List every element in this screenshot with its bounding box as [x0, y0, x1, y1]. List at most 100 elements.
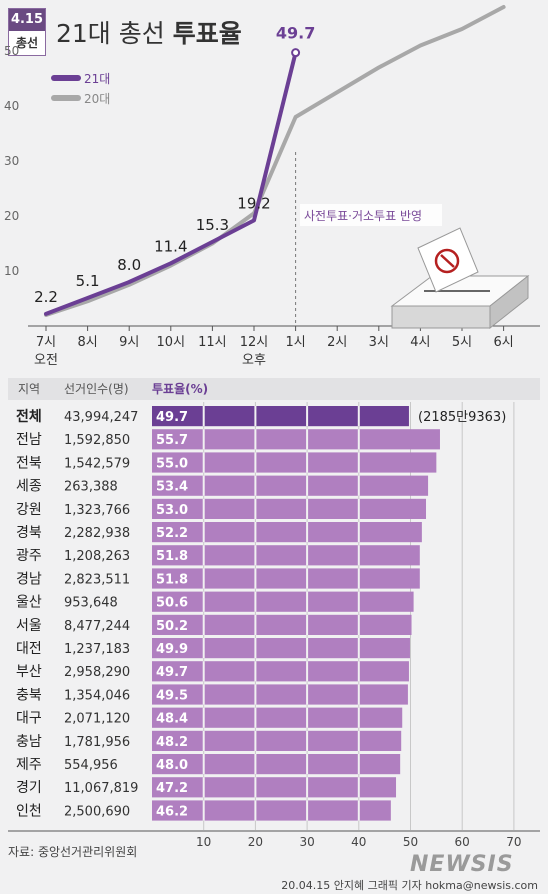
- voters-value: 2,071,120: [64, 712, 130, 727]
- region-label: 서울: [16, 618, 42, 634]
- rate-label: 51.8: [156, 549, 188, 564]
- region-label: 강원: [16, 502, 42, 518]
- voters-value: 1,323,766: [64, 503, 130, 518]
- bar: [152, 777, 397, 798]
- col-header-region: 지역: [18, 382, 40, 396]
- y-tick-label: 50: [4, 44, 19, 58]
- rate-label: 51.8: [156, 572, 188, 587]
- bar: [152, 568, 420, 589]
- bar: [152, 452, 437, 473]
- y-tick-label: 10: [4, 264, 19, 278]
- x-tick-label: 12시: [240, 335, 269, 350]
- region-label: 충북: [16, 687, 42, 703]
- x-tick-label: 11시: [198, 335, 227, 350]
- col-header-voters: 선거인수(명): [64, 382, 129, 396]
- voters-value: 1,208,263: [64, 549, 130, 564]
- bar: [152, 591, 414, 612]
- stamp-icon: [434, 248, 460, 274]
- data-label: 8.0: [117, 256, 141, 274]
- voters-value: 2,282,938: [64, 526, 130, 541]
- y-tick-label: 30: [4, 154, 19, 168]
- rate-label: 49.9: [156, 642, 188, 657]
- rate-label: 48.2: [156, 735, 188, 750]
- voters-value: 1,592,850: [64, 433, 130, 448]
- data-label: 11.4: [154, 237, 187, 255]
- annotation-bg: [300, 204, 442, 226]
- total-votes-note: (2185만9363): [418, 410, 506, 425]
- region-label: 충남: [16, 734, 42, 750]
- data-label: 5.1: [76, 272, 100, 290]
- rate-label: 46.2: [156, 804, 188, 819]
- voters-value: 953,648: [64, 596, 118, 611]
- annotation-text: 사전투표·거소투표 반영: [304, 209, 422, 223]
- bar: [152, 684, 408, 705]
- bar: [152, 429, 440, 450]
- series-21-end-point: [291, 48, 301, 58]
- rate-label: 49.7: [156, 665, 188, 680]
- region-label: 대전: [16, 641, 42, 657]
- credit-note: 20.04.15 안지혜 그래픽 기자 hokma@newsis.com: [281, 879, 538, 892]
- bar: [152, 545, 420, 566]
- bar: [152, 475, 429, 496]
- region-label: 제주: [16, 757, 42, 773]
- rate-label: 55.0: [156, 456, 188, 471]
- voters-value: 1,237,183: [64, 642, 130, 657]
- x-tick-label: 8시: [77, 335, 97, 350]
- y-tick-label: 20: [4, 209, 19, 223]
- bar: [152, 638, 410, 659]
- bar: [152, 614, 412, 635]
- region-label: 대구: [16, 711, 42, 727]
- rate-label: 52.2: [156, 526, 188, 541]
- x-tick-label: 60: [455, 835, 470, 849]
- bar: [152, 754, 401, 775]
- x-tick-label: 50: [403, 835, 418, 849]
- title-part-a: 21대 총선: [56, 19, 173, 48]
- rate-label: 50.6: [156, 596, 188, 611]
- voters-value: 263,388: [64, 480, 118, 495]
- region-label: 경북: [16, 525, 42, 541]
- bar: [152, 406, 409, 427]
- voters-value: 1,781,956: [64, 735, 130, 750]
- y-tick-label: 60: [4, 0, 19, 3]
- table-header-bg: [8, 378, 540, 400]
- stamp-mark: [440, 254, 455, 268]
- region-label: 경남: [16, 571, 42, 587]
- region-label: 전남: [16, 432, 42, 448]
- voters-value: 2,500,690: [64, 804, 130, 819]
- date-badge: 4.15 총선: [8, 8, 46, 56]
- data-label: 19.2: [237, 194, 270, 212]
- source-note: 자료: 중앙선거관리위원회: [8, 845, 138, 859]
- legend-label-21: 21대: [84, 72, 110, 86]
- region-label: 전체: [16, 408, 42, 425]
- header: 4.15 총선 21대 총선 투표율: [0, 0, 548, 62]
- region-label: 광주: [16, 548, 42, 564]
- region-label: 인천: [16, 803, 42, 819]
- region-label: 울산: [16, 595, 42, 611]
- x-tick-label: 7시: [36, 335, 56, 350]
- data-label: 15.3: [196, 216, 229, 234]
- x-tick-label: 20: [248, 835, 263, 849]
- series-line-21대: [44, 50, 298, 316]
- rate-label: 53.0: [156, 503, 188, 518]
- x-tick-label: 70: [506, 835, 521, 849]
- rate-label: 50.2: [156, 619, 188, 634]
- x-tick-label: 4시: [410, 335, 430, 350]
- ballot-box-front: [391, 305, 491, 329]
- voters-value: 2,958,290: [64, 665, 130, 680]
- voters-value: 11,067,819: [64, 781, 138, 796]
- col-header-rate: 투표율(%): [152, 382, 208, 396]
- rate-label: 53.4: [156, 480, 188, 495]
- x-tick-label: 5시: [452, 335, 472, 350]
- bar: [152, 800, 391, 821]
- region-label: 부산: [16, 664, 42, 680]
- x-tick-label: 3시: [369, 335, 389, 350]
- title-part-b: 투표율: [172, 19, 242, 48]
- x-tick-label: 1시: [285, 335, 305, 350]
- rate-label: 48.0: [156, 758, 188, 773]
- data-label: 49.7: [276, 24, 315, 43]
- data-label: 2.2: [34, 288, 58, 306]
- y-tick-label: 40: [4, 99, 19, 113]
- x-tick-label: 6시: [493, 335, 513, 350]
- voters-value: 2,823,511: [64, 572, 130, 587]
